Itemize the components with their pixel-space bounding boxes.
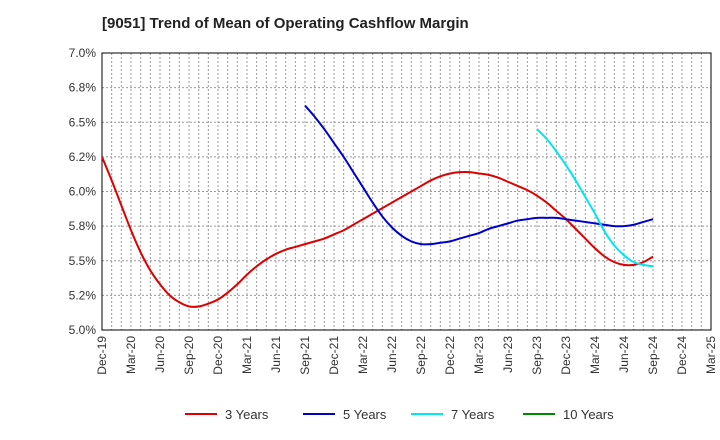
x-tick-label: Jun-24 (617, 336, 631, 373)
y-tick-label: 6.5% (69, 115, 97, 129)
x-tick-label: Jun-21 (269, 336, 283, 373)
x-axis-ticks: Dec-19 Mar-20 Jun-20 Sep-20 Dec-20 Mar-21 Jun-… (95, 336, 718, 375)
legend-label-5-years: 5 Years (343, 407, 387, 422)
legend: 3 Years 5 Years 7 Years 10 Years (185, 407, 614, 422)
x-tick-label: Mar-23 (472, 336, 486, 374)
chart-title: [9051] Trend of Mean of Operating Cashfl… (102, 15, 469, 32)
y-tick-label: 7.0% (69, 46, 97, 60)
y-tick-label: 5.2% (69, 288, 97, 302)
x-tick-label: Mar-24 (588, 336, 602, 374)
series-line-5-years (304, 104, 654, 246)
plot-frame (101, 52, 712, 331)
y-axis-ticks: 5.0% 5.2% 5.5% 5.8% 6.0% 6.2% 6.5% 6.8% 7.0% (69, 46, 97, 337)
x-tick-label: Dec-20 (211, 336, 225, 375)
y-tick-label: 6.8% (69, 81, 97, 95)
gridlines (102, 53, 711, 330)
x-tick-label: Dec-23 (559, 336, 573, 375)
x-tick-label: Dec-19 (95, 336, 109, 375)
y-tick-label: 5.5% (69, 254, 97, 268)
x-tick-label: Sep-20 (182, 336, 196, 375)
x-tick-label: Dec-22 (443, 336, 457, 375)
x-tick-label: Sep-22 (414, 336, 428, 375)
series-line-7-years (536, 128, 654, 268)
x-tick-label: Mar-25 (704, 336, 718, 374)
x-tick-label: Sep-24 (646, 336, 660, 375)
legend-label-3-years: 3 Years (225, 407, 269, 422)
x-tick-label: Dec-24 (675, 336, 689, 375)
x-tick-label: Mar-21 (240, 336, 254, 374)
x-tick-label: Dec-21 (327, 336, 341, 375)
y-tick-label: 5.8% (69, 219, 97, 233)
x-tick-label: Jun-23 (501, 336, 515, 373)
x-tick-label: Sep-23 (530, 336, 544, 375)
y-tick-label: 6.2% (69, 150, 97, 164)
x-tick-label: Jun-20 (153, 336, 167, 373)
x-tick-label: Mar-22 (356, 336, 370, 374)
x-tick-label: Mar-20 (124, 336, 138, 374)
x-tick-label: Jun-22 (385, 336, 399, 373)
legend-label-7-years: 7 Years (451, 407, 495, 422)
y-tick-label: 5.0% (69, 323, 97, 337)
legend-label-10-years: 10 Years (563, 407, 614, 422)
x-tick-label: Sep-21 (298, 336, 312, 375)
series-lines (101, 104, 654, 308)
y-tick-label: 6.0% (69, 185, 97, 199)
series-line-3-years (101, 156, 654, 308)
